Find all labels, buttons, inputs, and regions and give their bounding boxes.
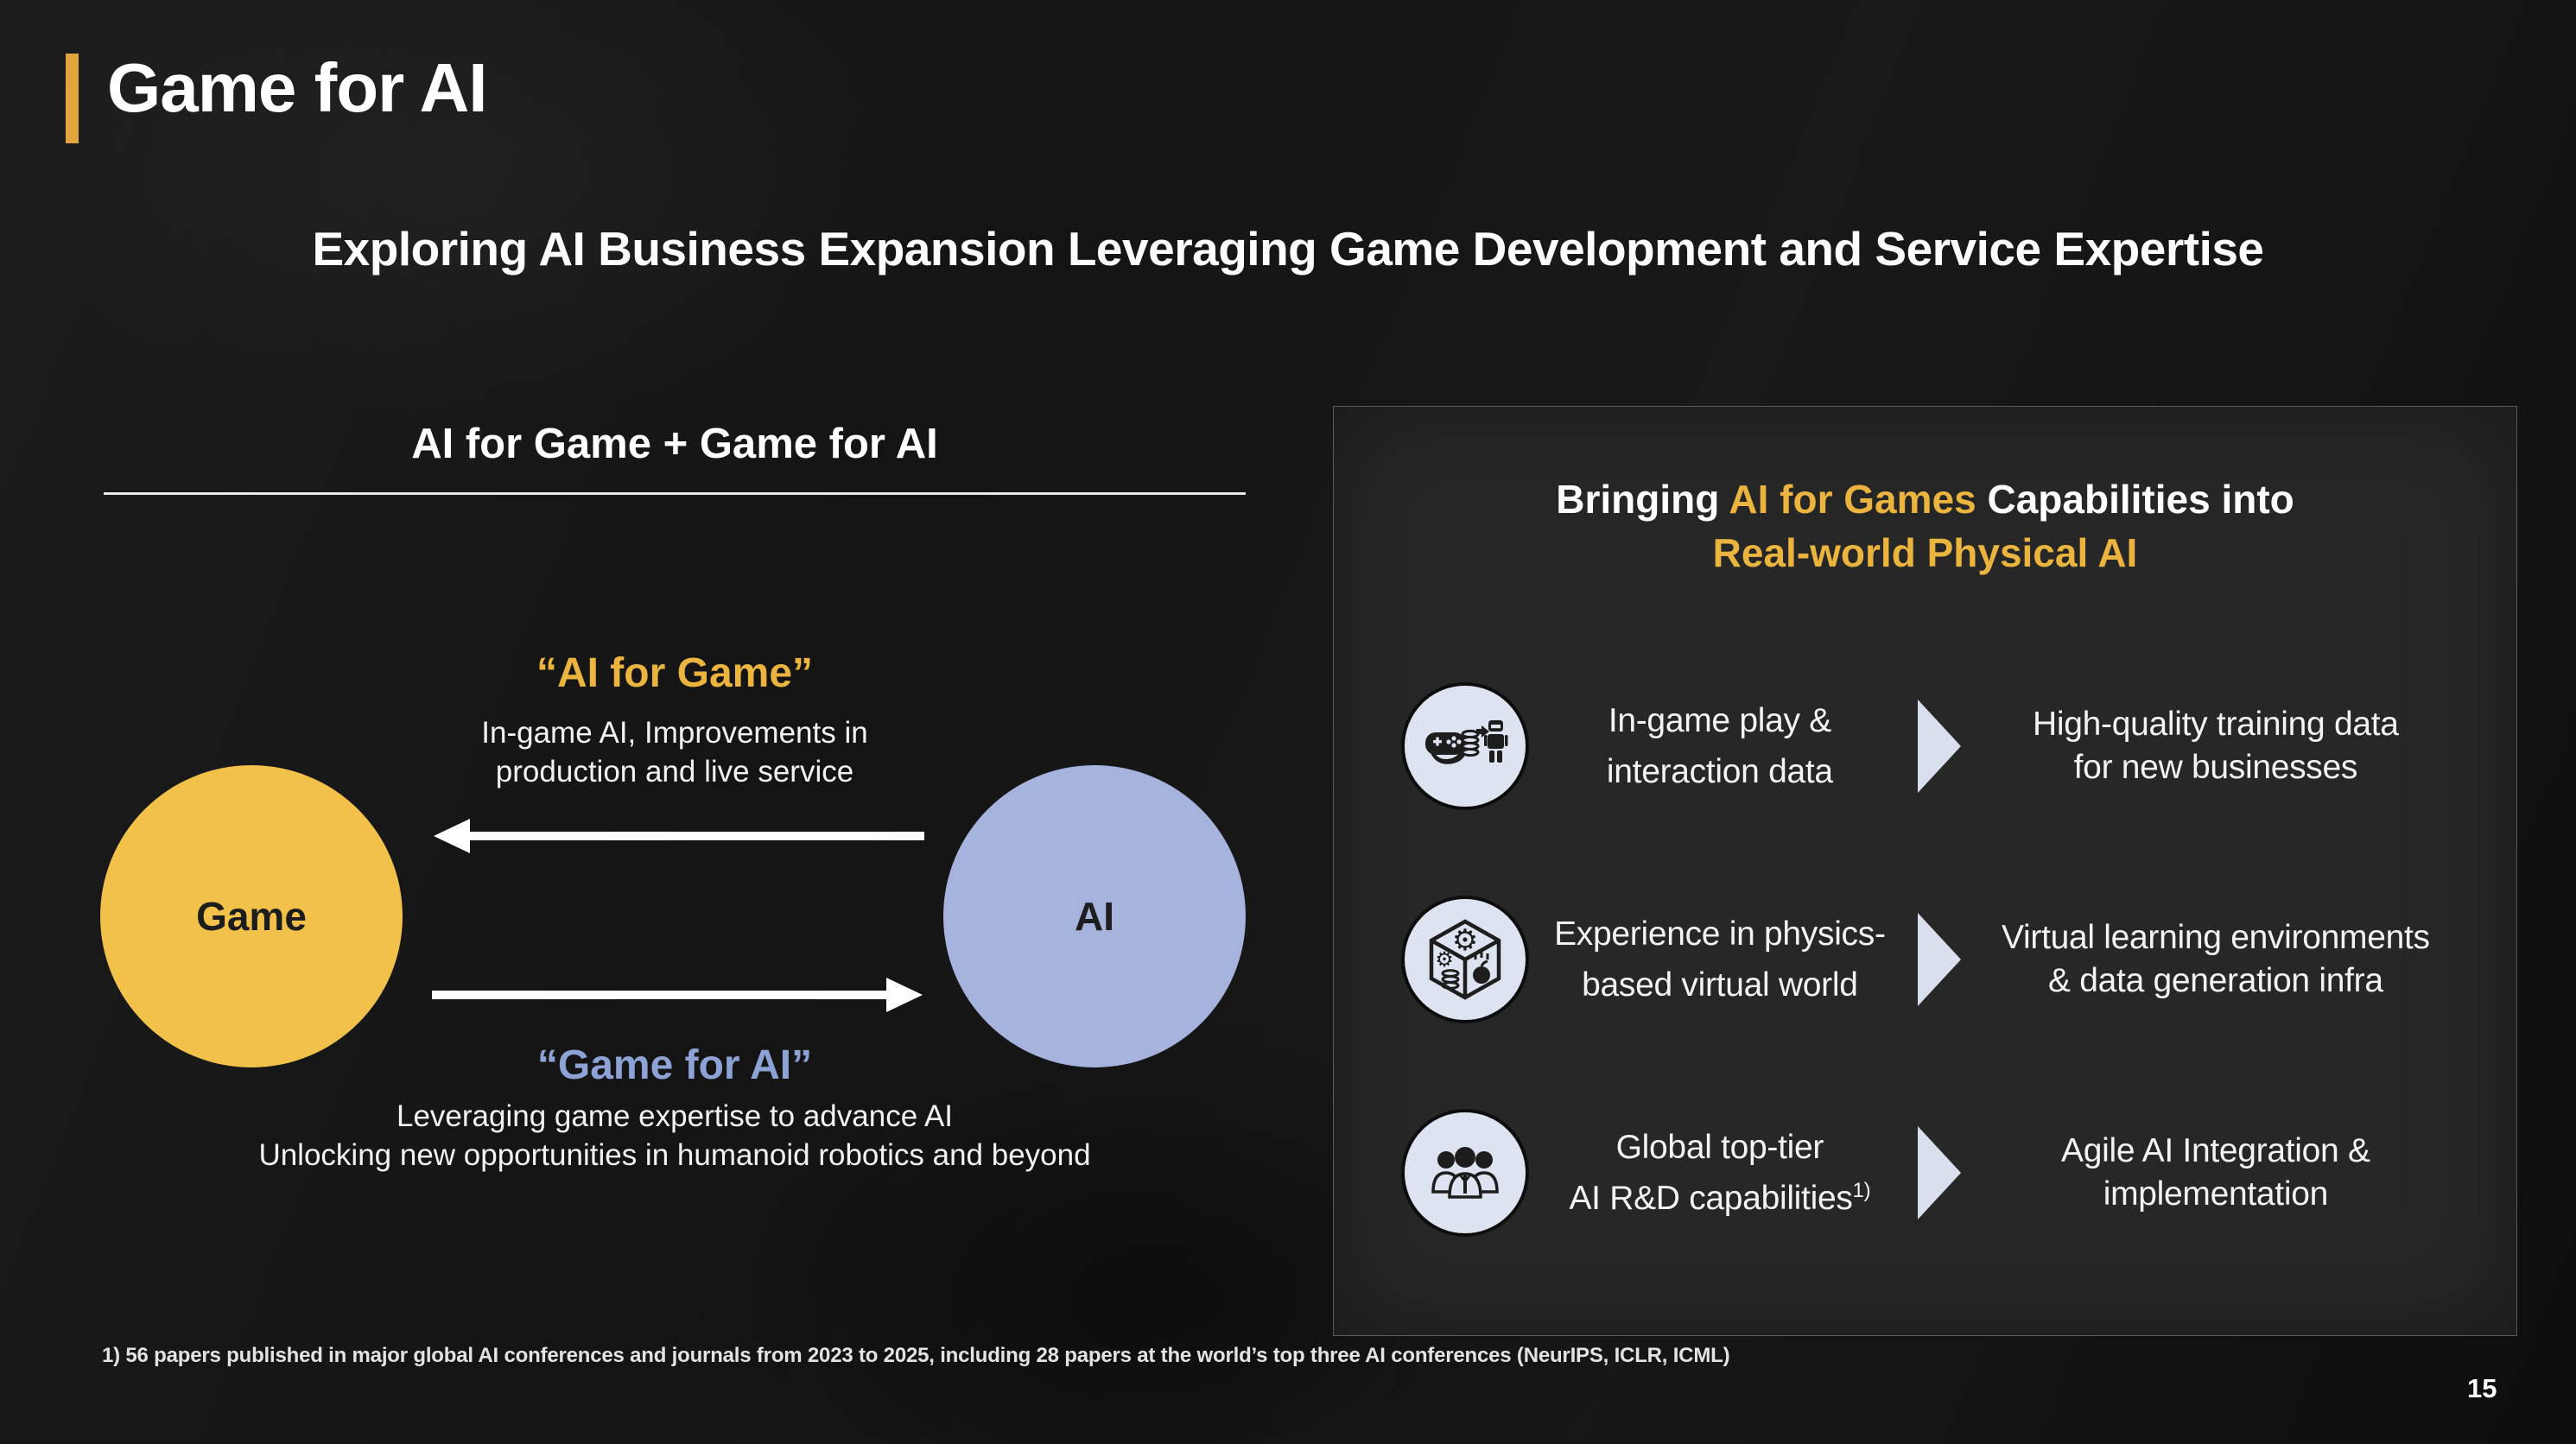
ai-circle-label: AI [1075,894,1114,939]
chevron-right-icon [1917,700,1961,793]
ai-circle: AI [943,765,1246,1067]
panel-heading-line1: Bringing AI for Games Capabilities into [1334,472,2516,526]
row1-result-line2: for new businesses [2073,749,2358,786]
row2-result-line1: Virtual learning environments [2002,919,2430,956]
page-number: 15 [2467,1373,2497,1403]
row3-source-line1: Global top-tier [1615,1128,1824,1166]
slide-subtitle: Exploring AI Business Expansion Leveragi… [312,222,2264,276]
ai-for-game-description: In-game AI, Improvements in production a… [104,713,1246,791]
row3-result-line1: Agile AI Integration & [2061,1132,2370,1169]
ai-for-game-desc-line1: In-game AI, Improvements in [481,716,868,750]
svg-text:⚙: ⚙ [1452,923,1478,958]
row1-result-line1: High-quality training data [2033,706,2399,743]
row2-source-line1: Experience in physics- [1554,915,1886,953]
title-accent-bar [66,54,79,143]
arrow-left-icon [434,819,924,853]
panel-heading-part1: Bringing [1556,477,1729,522]
physics-cube-icon: ⚙ ⚙ [1401,896,1529,1023]
row1-source-text: In-game play & interaction data [1529,700,1911,794]
chevron-right-icon [1917,1126,1961,1219]
svg-text:⚙: ⚙ [1435,947,1454,972]
panel-heading-part2: Capabilities into [1976,477,2294,522]
researchers-icon [1401,1109,1529,1237]
panel-heading: Bringing AI for Games Capabilities into … [1334,472,2516,580]
row1-result-text: High-quality training data for new busin… [1968,703,2464,789]
ai-for-game-label: “AI for Game” [536,650,814,696]
physical-ai-panel: Bringing AI for Games Capabilities into … [1333,406,2517,1336]
row2-source-text: Experience in physics- based virtual wor… [1529,913,1911,1007]
panel-row-ingame-data: In-game play & interaction data High-qua… [1389,677,2464,815]
game-for-ai-description: Leveraging game expertise to advance AI … [104,1097,1246,1175]
game-for-ai-desc-line2: Unlocking new opportunities in humanoid … [258,1138,1091,1172]
row1-source-line1: In-game play & [1608,701,1831,739]
slide-title: Game for AI [107,49,487,126]
panel-row-virtual-world: ⚙ ⚙ Experience in physics- based [1389,890,2464,1029]
row2-result-line2: & data generation infra [2048,962,2383,999]
footnote: 1) 56 papers published in major global A… [102,1344,1730,1367]
game-circle: Game [100,765,403,1067]
game-for-ai-desc-line1: Leveraging game expertise to advance AI [396,1099,954,1133]
chevron-right-icon [1917,913,1961,1006]
gamepad-data-robot-icon [1401,682,1529,810]
panel-heading-line2: Real-world Physical AI [1712,530,2138,575]
row3-source-text: Global top-tier AI R&D capabilities1) [1529,1126,1911,1220]
row2-result-text: Virtual learning environments & data gen… [1968,916,2464,1003]
panel-heading-highlight: AI for Games [1729,477,1976,522]
game-circle-label: Game [196,894,307,939]
row3-result-line2: implementation [2103,1175,2329,1213]
row1-source-line2: interaction data [1606,752,1833,790]
arrow-right-icon [432,978,923,1012]
left-diagram-header: AI for Game + Game for AI [104,420,1246,495]
row3-result-text: Agile AI Integration & implementation [1968,1130,2464,1216]
row3-source-line2: AI R&D capabilities1) [1569,1178,1871,1217]
row2-source-line2: based virtual world [1582,966,1858,1004]
game-for-ai-label: “Game for AI” [536,1042,813,1088]
ai-for-game-desc-line2: production and live service [495,755,854,788]
panel-row-rnd: Global top-tier AI R&D capabilities1) Ag… [1389,1104,2464,1242]
